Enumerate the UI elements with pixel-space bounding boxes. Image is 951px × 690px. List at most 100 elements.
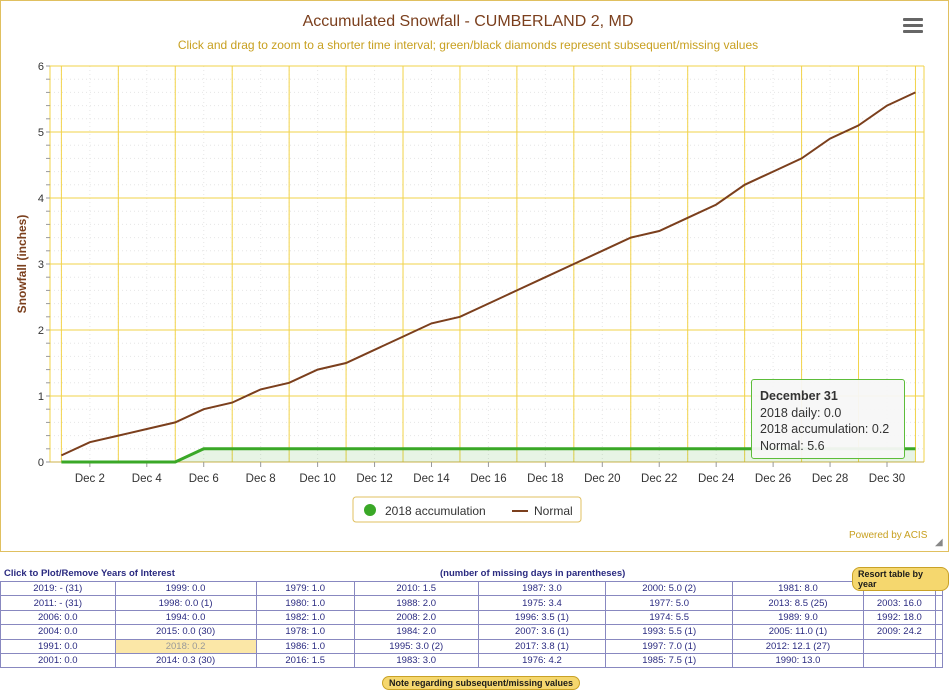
year-cell[interactable]: 2003: 16.0 <box>862 595 936 611</box>
chart-subtitle: Click and drag to zoom to a shorter time… <box>178 38 758 52</box>
year-cell[interactable]: 2001: 0.0 <box>0 652 116 669</box>
tooltip-normal: Normal: 5.6 <box>760 438 825 453</box>
year-cell[interactable]: 1989: 9.0 <box>732 609 864 626</box>
year-cell-spacer <box>934 638 944 654</box>
year-cell[interactable]: 1992: 18.0 <box>862 609 936 626</box>
x-tick-label: Dec 10 <box>299 473 335 485</box>
y-axis: 0 1 2 3 4 5 6 <box>38 61 50 469</box>
year-cell[interactable]: 2007: 3.6 (1) <box>477 624 607 640</box>
hamburger-menu-icon-bar <box>903 24 923 27</box>
year-cell <box>862 638 936 654</box>
series-accumulation-area <box>61 448 916 462</box>
year-cell[interactable]: 1991: 0.0 <box>0 638 116 654</box>
years-table-row: 2006: 0.0 1994: 0.0 1982: 1.0 2008: 2.0 1996… <box>0 609 944 626</box>
years-table: 2019: - (31) 1999: 0.0 1979: 1.0 2010: 1.5 1… <box>0 580 944 669</box>
year-cell[interactable]: 1985: 7.5 (1) <box>605 652 734 669</box>
chart-menu-button[interactable] <box>899 15 927 39</box>
year-cell-spacer <box>934 652 944 669</box>
year-cell[interactable]: 2019: - (31) <box>0 580 116 597</box>
year-cell[interactable]: 2011: - (31) <box>0 595 116 611</box>
year-cell[interactable]: 1982: 1.0 <box>255 609 355 626</box>
y-tick-label: 0 <box>38 457 44 469</box>
years-header-note: (number of missing days in parentheses) <box>440 568 626 579</box>
year-cell[interactable]: 1984: 2.0 <box>353 624 479 640</box>
year-cell[interactable]: 2018: 0.2 <box>114 638 257 654</box>
year-cell[interactable]: 2004: 0.0 <box>0 624 116 640</box>
y-tick-label: 3 <box>38 259 44 271</box>
resort-table-button[interactable]: Resort table by year <box>852 567 949 591</box>
year-cell[interactable]: 1975: 3.4 <box>477 595 607 611</box>
resize-handle-icon[interactable]: ◢ <box>935 537 943 548</box>
year-cell[interactable]: 2006: 0.0 <box>0 609 116 626</box>
tooltip-daily: 2018 daily: 0.0 <box>760 405 842 420</box>
year-cell[interactable]: 2014: 0.3 (30) <box>114 652 257 669</box>
hamburger-menu-icon-bar <box>903 30 923 33</box>
year-cell[interactable]: 1987: 3.0 <box>477 580 607 597</box>
year-cell[interactable]: 1974: 5.5 <box>605 609 734 626</box>
year-cell-spacer <box>934 609 944 626</box>
x-tick-label: Dec 28 <box>812 473 848 485</box>
year-cell[interactable]: 1995: 3.0 (2) <box>353 638 479 654</box>
y-axis-label: Snowfall (inches) <box>15 215 29 314</box>
series-normal-line <box>60 91 916 457</box>
years-table-row: 2004: 0.0 2015: 0.0 (30) 1978: 1.0 1984: 2.… <box>0 624 944 640</box>
x-tick-label: Dec 12 <box>356 473 392 485</box>
year-cell[interactable]: 1994: 0.0 <box>114 609 257 626</box>
x-axis: Dec 2 Dec 4 Dec 6 Dec 8 Dec 10 Dec 12 Dec 14 De… <box>50 461 924 485</box>
year-cell[interactable]: 2005: 11.0 (1) <box>732 624 864 640</box>
year-cell[interactable]: 2012: 12.1 (27) <box>732 638 864 654</box>
year-cell[interactable]: 1999: 0.0 <box>114 580 257 597</box>
year-cell-spacer <box>934 624 944 640</box>
x-tick-label: Dec 8 <box>246 473 276 485</box>
year-cell[interactable]: 1979: 1.0 <box>255 580 355 597</box>
year-cell[interactable]: 1993: 5.5 (1) <box>605 624 734 640</box>
y-tick-label: 1 <box>38 391 44 403</box>
year-cell <box>862 652 936 669</box>
year-cell[interactable]: 1986: 1.0 <box>255 638 355 654</box>
tooltip-title: December 31 <box>760 389 838 403</box>
year-cell-spacer <box>934 595 944 611</box>
chart-container: Accumulated Snowfall - CUMBERLAND 2, MD … <box>0 0 949 552</box>
year-cell[interactable]: 1997: 7.0 (1) <box>605 638 734 654</box>
year-cell[interactable]: 2009: 24.2 <box>862 624 936 640</box>
year-cell[interactable]: 1988: 2.0 <box>353 595 479 611</box>
year-cell[interactable]: 2008: 2.0 <box>353 609 479 626</box>
year-cell[interactable]: 1977: 5.0 <box>605 595 734 611</box>
year-cell[interactable]: 2017: 3.8 (1) <box>477 638 607 654</box>
x-tick-label: Dec 18 <box>527 473 563 485</box>
year-cell[interactable]: 1978: 1.0 <box>255 624 355 640</box>
x-tick-label: Dec 26 <box>755 473 791 485</box>
year-cell[interactable]: 1996: 3.5 (1) <box>477 609 607 626</box>
year-cell[interactable]: 2010: 1.5 <box>353 580 479 597</box>
y-tick-label: 2 <box>38 325 44 337</box>
year-cell[interactable]: 1976: 4.2 <box>477 652 607 669</box>
years-header: Click to Plot/Remove Years of Interest (… <box>0 565 949 591</box>
year-cell[interactable]: 1983: 3.0 <box>353 652 479 669</box>
years-panel: Click to Plot/Remove Years of Interest (… <box>0 565 949 669</box>
powered-by-link[interactable]: Powered by ACIS <box>849 530 928 541</box>
hamburger-menu-icon <box>903 18 923 21</box>
year-cell[interactable]: 1990: 13.0 <box>732 652 864 669</box>
year-cell[interactable]: 2016: 1.5 <box>255 652 355 669</box>
x-tick-label: Dec 20 <box>584 473 620 485</box>
x-tick-label: Dec 16 <box>470 473 506 485</box>
year-cell[interactable]: 2015: 0.0 (30) <box>114 624 257 640</box>
legend-accumulation-label[interactable]: 2018 accumulation <box>385 504 486 518</box>
year-cell[interactable]: 1998: 0.0 (1) <box>114 595 257 611</box>
year-cell[interactable]: 2000: 5.0 (2) <box>605 580 734 597</box>
year-cell[interactable]: 1980: 1.0 <box>255 595 355 611</box>
x-tick-label: Dec 30 <box>869 473 905 485</box>
x-tick-label: Dec 24 <box>698 473 735 485</box>
legend[interactable]: 2018 accumulation Normal <box>352 496 582 523</box>
year-cell[interactable]: 2013: 8.5 (25) <box>732 595 864 611</box>
x-tick-label: Dec 14 <box>413 473 450 485</box>
tooltip-accumulation: 2018 accumulation: 0.2 <box>760 422 890 436</box>
years-header-instructions: Click to Plot/Remove Years of Interest <box>4 568 175 579</box>
chart-title: Accumulated Snowfall - CUMBERLAND 2, MD <box>303 13 634 30</box>
y-tick-label: 6 <box>38 61 44 73</box>
chart-svg[interactable]: Accumulated Snowfall - CUMBERLAND 2, MD … <box>1 1 950 553</box>
year-cell[interactable]: 1981: 8.0 <box>732 580 864 597</box>
legend-normal-label[interactable]: Normal <box>534 504 573 518</box>
x-tick-label: Dec 22 <box>641 473 677 485</box>
years-table-row: 1991: 0.0 2018: 0.2 1986: 1.0 1995: 3.0 (2)… <box>0 638 944 654</box>
